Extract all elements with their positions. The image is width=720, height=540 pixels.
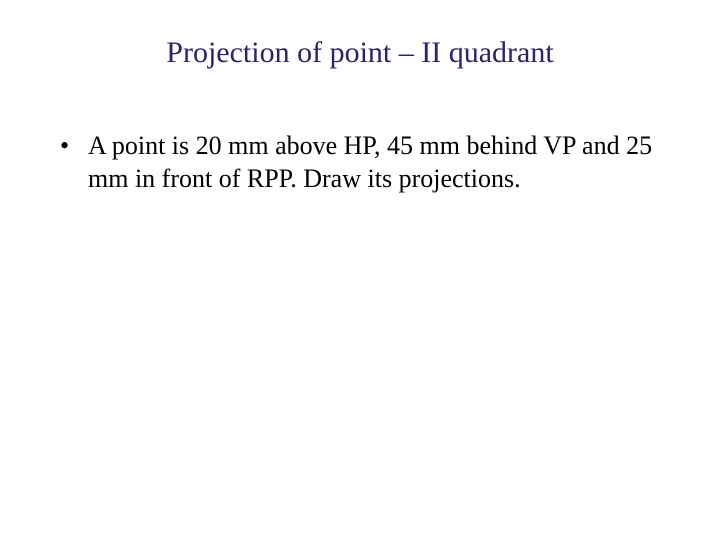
bullet-list: A point is 20 mm above HP, 45 mm behind … (60, 130, 672, 195)
slide-body: A point is 20 mm above HP, 45 mm behind … (60, 130, 672, 195)
slide: Projection of point – II quadrant A poin… (0, 0, 720, 540)
slide-title: Projection of point – II quadrant (0, 36, 720, 70)
bullet-text: A point is 20 mm above HP, 45 mm behind … (88, 131, 652, 193)
list-item: A point is 20 mm above HP, 45 mm behind … (60, 130, 672, 195)
